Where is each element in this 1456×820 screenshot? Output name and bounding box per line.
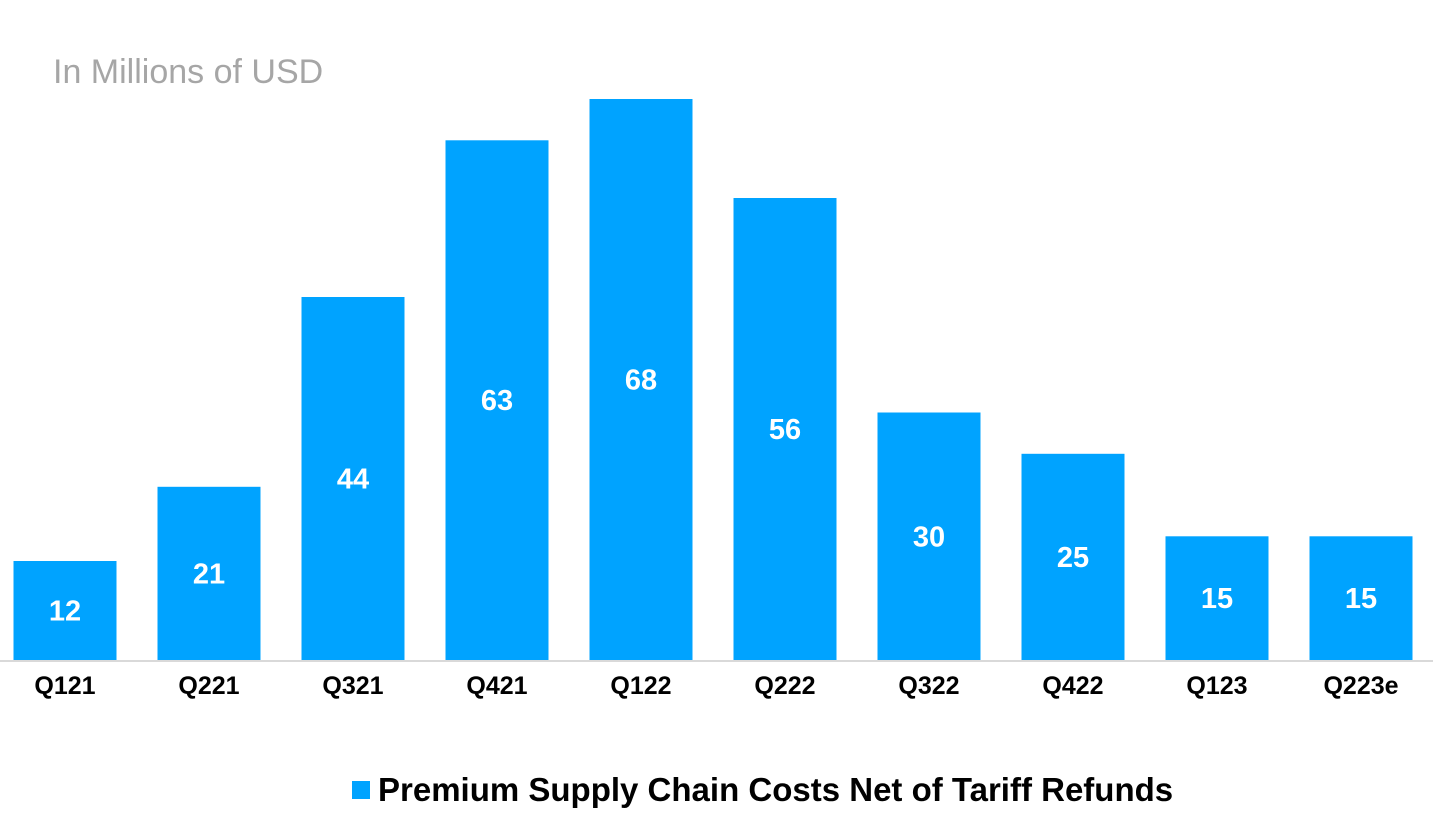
data-labels-group: 12 21 44 63 68 56 30 25 15 15 xyxy=(49,365,1377,628)
legend-swatch xyxy=(352,781,370,799)
data-label-q322: 30 xyxy=(913,521,945,553)
data-label-q223e: 15 xyxy=(1345,583,1377,615)
bars-group xyxy=(13,99,1413,661)
data-label-q122: 68 xyxy=(625,365,657,397)
bar-q122 xyxy=(589,99,693,660)
data-label-q321: 44 xyxy=(337,464,369,496)
bar-q223e xyxy=(1309,536,1413,661)
x-tick-label-q322: Q322 xyxy=(898,672,959,700)
units-label: In Millions of USD xyxy=(53,53,323,91)
data-label-q221: 21 xyxy=(193,558,225,590)
bar-q123 xyxy=(1165,536,1269,661)
data-label-q222: 56 xyxy=(769,414,801,446)
x-tick-label-q221: Q221 xyxy=(178,672,239,700)
data-label-q422: 25 xyxy=(1057,542,1089,574)
data-label-q121: 12 xyxy=(49,596,81,628)
x-axis-ticks: Q121 Q221 Q321 Q421 Q122 Q222 Q322 Q422 Q123 Q223… xyxy=(34,672,1398,700)
bar-q221 xyxy=(157,486,261,661)
x-tick-label-q422: Q422 xyxy=(1042,672,1103,700)
x-tick-label-q121: Q121 xyxy=(34,672,95,700)
bar-q222 xyxy=(733,198,837,660)
x-tick-label-q222: Q222 xyxy=(754,672,815,700)
bar-q422 xyxy=(1021,453,1125,661)
x-tick-label-q321: Q321 xyxy=(322,672,383,700)
bar-q121 xyxy=(13,561,117,660)
bar-q421 xyxy=(445,140,549,661)
legend: Premium Supply Chain Costs Net of Tariff… xyxy=(352,771,1173,808)
legend-label: Premium Supply Chain Costs Net of Tariff… xyxy=(378,771,1173,808)
x-tick-label-q122: Q122 xyxy=(610,672,671,700)
x-tick-label-q123: Q123 xyxy=(1186,672,1247,700)
data-label-q421: 63 xyxy=(481,385,513,417)
data-label-q123: 15 xyxy=(1201,583,1233,615)
x-tick-label-q223e: Q223e xyxy=(1323,672,1398,700)
x-tick-label-q421: Q421 xyxy=(466,672,527,700)
bar-q322 xyxy=(877,412,981,660)
bar-q321 xyxy=(301,297,405,660)
